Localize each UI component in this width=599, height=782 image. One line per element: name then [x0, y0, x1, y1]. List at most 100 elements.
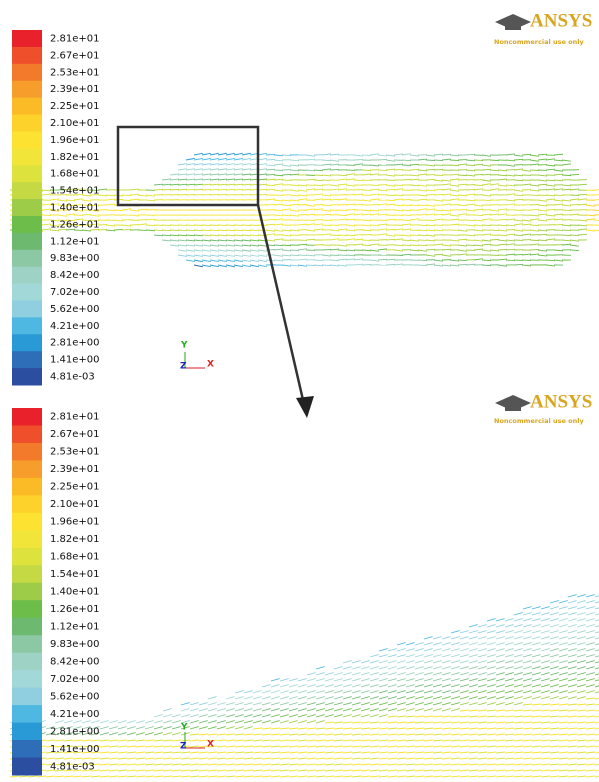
velocity-vector — [478, 649, 487, 651]
velocity-vector — [178, 184, 187, 185]
velocity-vector — [469, 673, 478, 675]
velocity-vector — [280, 685, 289, 687]
velocity-vector — [523, 734, 532, 735]
velocity-vector — [170, 184, 179, 185]
velocity-vector — [496, 661, 505, 663]
velocity-vector — [586, 661, 595, 663]
velocity-vector — [250, 255, 259, 256]
velocity-vector — [242, 164, 251, 165]
velocity-vector — [55, 776, 64, 777]
velocity-vector — [352, 661, 361, 663]
velocity-vector — [568, 758, 577, 759]
velocity-vector — [322, 199, 331, 200]
velocity-vector — [334, 685, 343, 687]
velocity-vector — [250, 225, 259, 226]
velocity-vector — [506, 160, 515, 161]
velocity-vector — [362, 200, 371, 201]
velocity-vector — [388, 740, 397, 741]
velocity-vector — [163, 764, 172, 765]
velocity-vector — [194, 189, 203, 190]
velocity-vector — [289, 728, 298, 729]
velocity-vector — [217, 709, 226, 711]
velocity-vector — [424, 728, 433, 729]
velocity-vector — [346, 239, 355, 240]
velocity-vector — [91, 721, 100, 723]
velocity-vector — [388, 667, 397, 669]
colorbar-band — [12, 705, 42, 723]
velocity-vector — [10, 776, 19, 777]
velocity-vector — [314, 175, 323, 176]
velocity-vector — [478, 655, 487, 657]
velocity-vector — [316, 697, 325, 699]
colorbar-band — [12, 334, 42, 351]
velocity-vector — [418, 265, 427, 266]
velocity-vector — [451, 661, 460, 663]
velocity-vector — [314, 199, 323, 200]
velocity-vector — [138, 209, 147, 210]
velocity-vector — [354, 194, 363, 195]
velocity-vector — [434, 175, 443, 176]
velocity-vector — [55, 740, 64, 741]
velocity-vector — [460, 728, 469, 729]
arrow-head — [296, 396, 314, 418]
velocity-vector — [506, 260, 515, 261]
velocity-vector — [55, 758, 64, 759]
velocity-vector — [523, 655, 532, 657]
velocity-vector — [290, 200, 299, 201]
velocity-vector — [106, 199, 115, 200]
velocity-vector — [586, 601, 595, 603]
velocity-vector — [346, 255, 355, 256]
velocity-vector — [298, 721, 307, 723]
velocity-vector — [469, 667, 478, 669]
velocity-vector — [370, 154, 379, 155]
velocity-vector — [451, 709, 460, 711]
velocity-vector — [217, 752, 226, 753]
velocity-vector — [559, 613, 568, 615]
velocity-vector — [343, 734, 352, 735]
velocity-vector — [469, 625, 478, 627]
velocity-vector — [262, 721, 271, 723]
velocity-vector — [127, 752, 136, 753]
colorbar-band — [12, 165, 42, 182]
velocity-vector — [280, 703, 289, 705]
velocity-vector — [178, 189, 187, 190]
colorbar-label: 1.12e+01 — [50, 621, 100, 632]
velocity-vector — [568, 697, 577, 699]
velocity-vector — [271, 746, 280, 747]
velocity-vector — [522, 260, 531, 261]
velocity-vector — [370, 185, 379, 186]
velocity-vector — [226, 770, 235, 771]
velocity-vector — [586, 613, 595, 615]
velocity-vector — [154, 740, 163, 741]
velocity-vector — [523, 625, 532, 627]
velocity-vector — [118, 733, 127, 735]
velocity-vector — [586, 722, 595, 723]
velocity-vector — [460, 758, 469, 759]
velocity-vector — [136, 721, 145, 723]
velocity-vector — [253, 709, 262, 711]
velocity-vector — [451, 703, 460, 705]
velocity-vector — [234, 250, 243, 251]
velocity-vector — [458, 254, 467, 255]
velocity-vector — [478, 776, 487, 777]
velocity-vector — [466, 235, 475, 236]
velocity-vector — [218, 250, 227, 251]
zoom-box — [118, 127, 258, 205]
velocity-vector — [322, 164, 331, 165]
velocity-vector — [325, 679, 334, 681]
velocity-vector — [194, 240, 203, 241]
velocity-vector — [234, 164, 243, 165]
velocity-vector — [170, 230, 179, 231]
velocity-vector — [514, 643, 523, 645]
velocity-vector — [577, 697, 586, 699]
velocity-vector — [530, 230, 539, 231]
velocity-vector — [442, 697, 451, 699]
velocity-vector — [163, 721, 172, 723]
velocity-vector — [415, 661, 424, 663]
velocity-vector — [46, 740, 55, 741]
colorbar-band — [12, 688, 42, 706]
velocity-vector — [346, 209, 355, 210]
velocity-vector — [402, 160, 411, 161]
velocity-vector — [343, 667, 352, 669]
velocity-vector — [258, 265, 267, 267]
